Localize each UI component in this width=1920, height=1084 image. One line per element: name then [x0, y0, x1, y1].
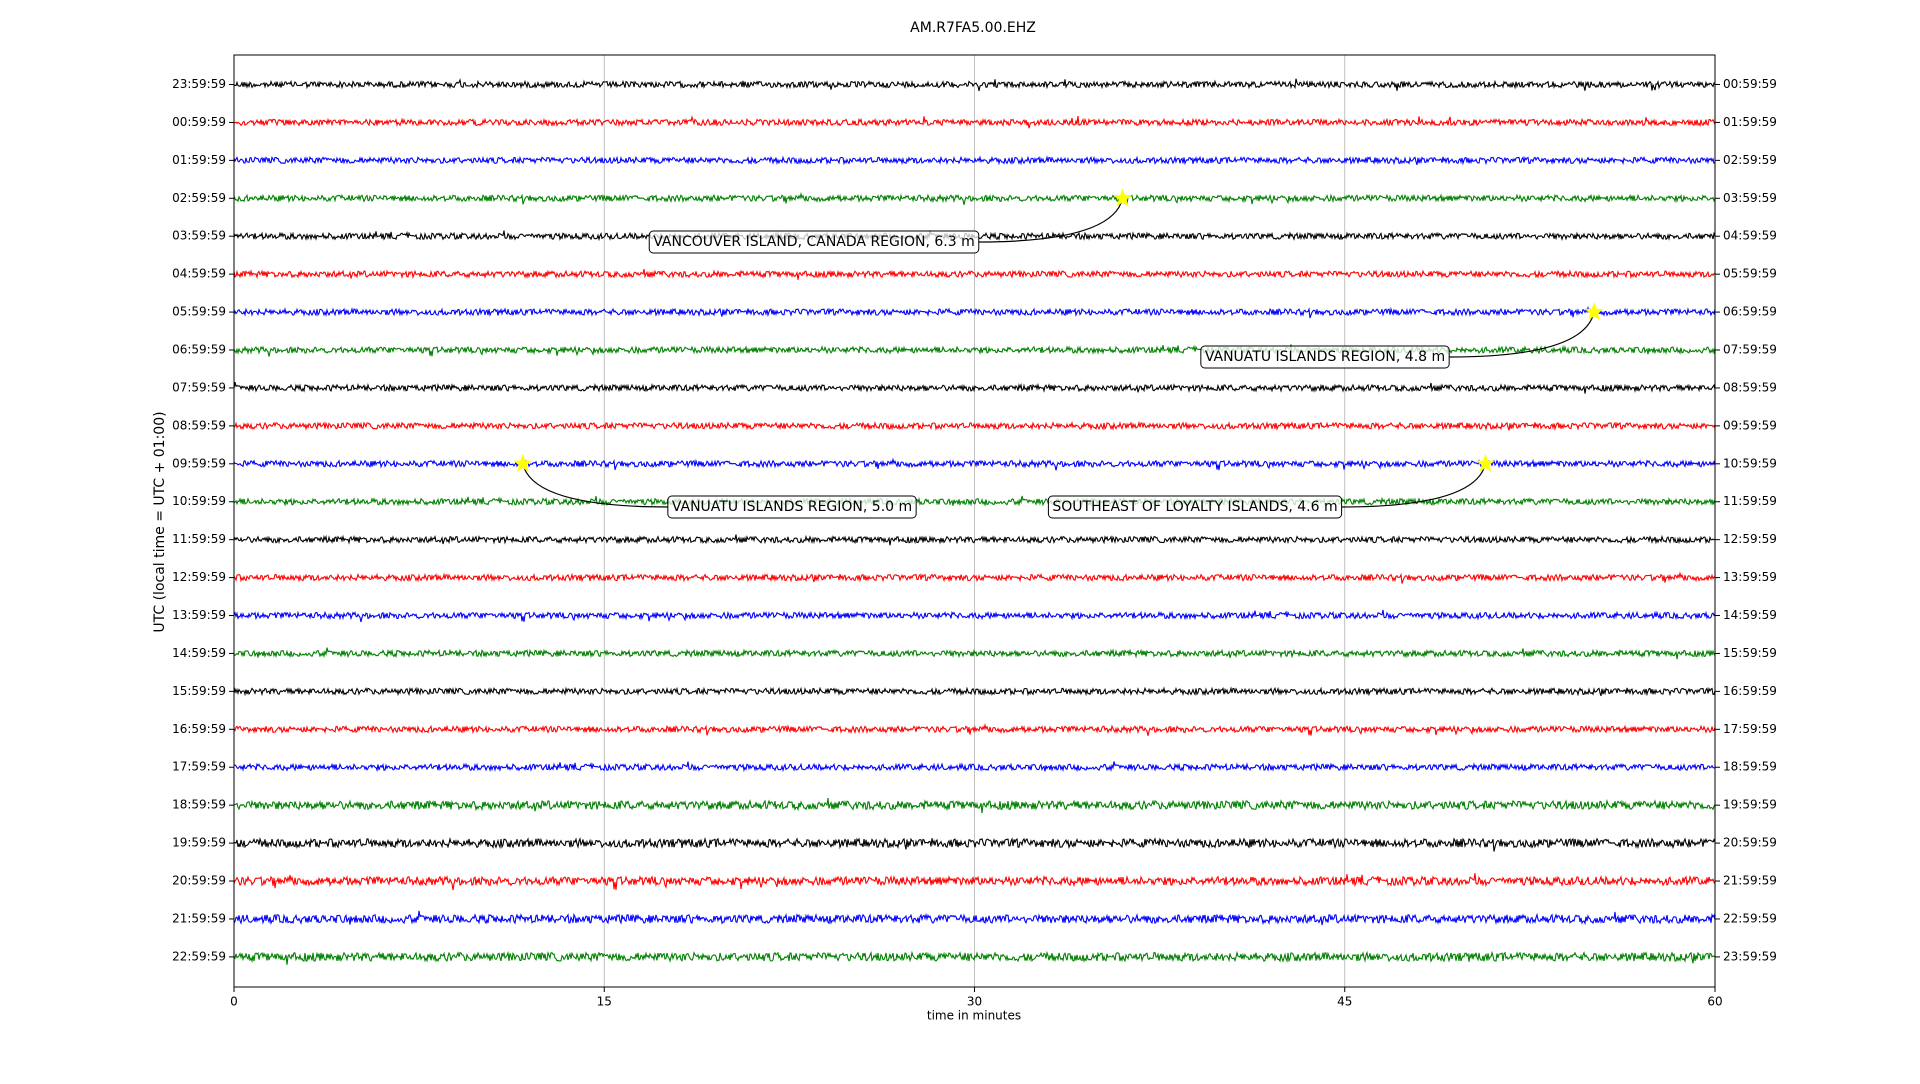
- y-tick-label: 14:59:59: [172, 646, 226, 660]
- trace: [233, 873, 1716, 891]
- y-tick-label: 19:59:59: [172, 836, 226, 850]
- trace: [233, 268, 1716, 280]
- trace: [233, 191, 1716, 205]
- y2-tick-label: 03:59:59: [1723, 191, 1777, 205]
- x-axis-label: time in minutes: [927, 1009, 1021, 1023]
- y-tick-label: 01:59:59: [172, 153, 226, 167]
- y-tick-label: 02:59:59: [172, 191, 226, 205]
- y-tick-label: 17:59:59: [172, 760, 226, 774]
- y2-tick-label: 16:59:59: [1723, 684, 1777, 698]
- trace: [233, 534, 1716, 546]
- x-tick-label: 60: [1707, 995, 1722, 1009]
- chart-title: AM.R7FA5.00.EHZ: [910, 20, 1036, 36]
- y2-tick-label: 00:59:59: [1723, 77, 1777, 91]
- event-marker: [1584, 302, 1604, 321]
- x-tick-label: 30: [967, 995, 982, 1009]
- y-tick-label: 11:59:59: [172, 532, 226, 546]
- y-tick-label: 00:59:59: [172, 115, 226, 129]
- y2-tick-label: 08:59:59: [1723, 380, 1777, 394]
- event-annotation: VANUATU ISLANDS REGION, 5.0 m: [522, 463, 917, 519]
- trace: [233, 950, 1716, 965]
- y2-tick-label: 22:59:59: [1723, 911, 1777, 925]
- y2-tick-label: 05:59:59: [1723, 267, 1777, 281]
- trace: [233, 910, 1716, 926]
- y-tick-label: 04:59:59: [172, 267, 226, 281]
- annotation-connector: [1341, 463, 1487, 508]
- trace: [233, 836, 1716, 852]
- event-annotation: VANCOUVER ISLAND, CANADA REGION, 6.3 m: [648, 198, 1124, 254]
- y2-tick-label: 13:59:59: [1723, 570, 1777, 584]
- event-marker: [1476, 453, 1495, 472]
- event-marker: [1113, 188, 1133, 207]
- y2-tick-label: 12:59:59: [1723, 532, 1777, 546]
- y2-tick-label: 09:59:59: [1723, 418, 1777, 432]
- annotation-label: VANUATU ISLANDS REGION, 4.8 m: [1205, 349, 1445, 365]
- y-tick-label: 23:59:59: [172, 77, 226, 91]
- x-tick-label: 0: [230, 995, 238, 1009]
- y-tick-label: 20:59:59: [172, 874, 226, 888]
- y-tick-label: 22:59:59: [172, 949, 226, 963]
- annotation-connector: [1449, 311, 1595, 358]
- trace: [233, 722, 1716, 736]
- y2-tick-label: 02:59:59: [1723, 153, 1777, 167]
- event-marker: [513, 453, 533, 472]
- trace: [233, 686, 1716, 697]
- trace: [233, 495, 1716, 507]
- y2-tick-label: 15:59:59: [1723, 646, 1777, 660]
- y2-tick-label: 01:59:59: [1723, 115, 1777, 129]
- annotation-label: SOUTHEAST OF LOYALTY ISLANDS, 4.6 m: [1052, 499, 1337, 515]
- y-tick-label: 09:59:59: [172, 456, 226, 470]
- trace: [233, 798, 1716, 814]
- annotation-connector: [978, 198, 1124, 243]
- y-tick-label: 13:59:59: [172, 608, 226, 622]
- y2-tick-label: 21:59:59: [1723, 874, 1777, 888]
- y-tick-label: 15:59:59: [172, 684, 226, 698]
- y-tick-label: 06:59:59: [172, 343, 226, 357]
- annotation-label: VANUATU ISLANDS REGION, 5.0 m: [672, 499, 912, 515]
- y-tick-label: 21:59:59: [172, 911, 226, 925]
- y2-tick-label: 18:59:59: [1723, 760, 1777, 774]
- trace: [233, 78, 1716, 92]
- y-tick-label: 03:59:59: [172, 229, 226, 243]
- y-tick-label: 12:59:59: [172, 570, 226, 584]
- y2-tick-label: 17:59:59: [1723, 722, 1777, 736]
- y2-tick-label: 23:59:59: [1723, 949, 1777, 963]
- annotation-label: VANCOUVER ISLAND, CANADA REGION, 6.3 m: [653, 234, 975, 250]
- trace: [233, 155, 1716, 166]
- x-tick-label: 45: [1337, 995, 1352, 1009]
- y2-tick-label: 11:59:59: [1723, 494, 1777, 508]
- y2-tick-label: 14:59:59: [1723, 608, 1777, 622]
- trace: [233, 420, 1716, 431]
- annotation-connector: [522, 463, 668, 508]
- x-tick-label: 15: [597, 995, 612, 1009]
- trace: [233, 457, 1716, 471]
- y2-tick-label: 07:59:59: [1723, 343, 1777, 357]
- y-tick-label: 16:59:59: [172, 722, 226, 736]
- event-annotation: VANUATU ISLANDS REGION, 4.8 m: [1200, 311, 1595, 369]
- y2-tick-label: 10:59:59: [1723, 456, 1777, 470]
- y2-tick-label: 04:59:59: [1723, 229, 1777, 243]
- trace: [233, 609, 1716, 623]
- trace: [233, 647, 1716, 660]
- y-tick-label: 18:59:59: [172, 798, 226, 812]
- trace: [233, 344, 1716, 357]
- trace: [233, 761, 1716, 773]
- y2-tick-label: 06:59:59: [1723, 305, 1777, 319]
- y-tick-label: 10:59:59: [172, 494, 226, 508]
- y2-tick-label: 19:59:59: [1723, 798, 1777, 812]
- y2-tick-label: 20:59:59: [1723, 836, 1777, 850]
- y-tick-label: 08:59:59: [172, 418, 226, 432]
- y-axis-label: UTC (local time = UTC + 01:00): [152, 411, 168, 632]
- trace: [234, 115, 1716, 129]
- plot-frame: [233, 54, 1716, 988]
- event-annotation: SOUTHEAST OF LOYALTY ISLANDS, 4.6 m: [1047, 463, 1487, 519]
- y-tick-label: 07:59:59: [172, 380, 226, 394]
- trace: [233, 305, 1716, 319]
- trace: [233, 381, 1716, 394]
- y-tick-label: 05:59:59: [172, 305, 226, 319]
- trace: [233, 571, 1716, 584]
